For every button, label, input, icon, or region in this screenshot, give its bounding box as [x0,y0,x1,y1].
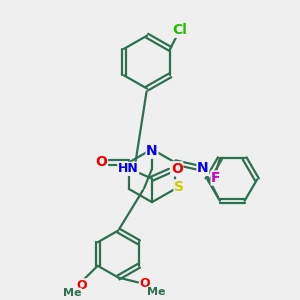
Text: HN: HN [118,162,139,175]
Text: Me: Me [63,288,81,298]
Text: Me: Me [147,287,165,297]
Text: N: N [146,144,158,158]
Text: O: O [140,277,150,290]
Text: Cl: Cl [173,23,188,37]
Text: O: O [76,279,87,292]
Text: F: F [211,171,220,185]
Text: N: N [197,161,209,175]
Text: S: S [174,180,184,194]
Text: O: O [95,155,107,170]
Text: O: O [171,162,183,176]
